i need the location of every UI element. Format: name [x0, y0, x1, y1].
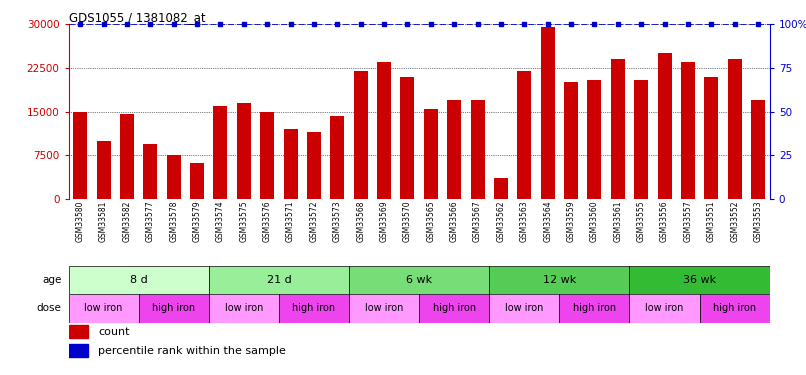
Bar — [419, 294, 489, 322]
Text: 12 wk: 12 wk — [542, 275, 576, 285]
Bar — [209, 266, 349, 294]
Text: high iron: high iron — [573, 303, 616, 313]
Bar — [69, 344, 88, 357]
Bar — [377, 62, 391, 199]
Text: low iron: low iron — [365, 303, 403, 313]
Bar — [139, 294, 209, 322]
Bar — [611, 59, 625, 199]
Bar — [401, 77, 414, 199]
Text: high iron: high iron — [713, 303, 756, 313]
Bar — [588, 80, 601, 199]
Bar — [629, 266, 770, 294]
Bar — [349, 294, 419, 322]
Bar — [69, 325, 88, 338]
Bar — [489, 294, 559, 322]
Text: 36 wk: 36 wk — [683, 275, 717, 285]
Text: GDS1055 / 1381082_at: GDS1055 / 1381082_at — [69, 11, 206, 24]
Bar — [541, 27, 555, 199]
Bar — [681, 62, 695, 199]
Bar — [167, 155, 181, 199]
Bar — [69, 294, 139, 322]
Text: 8 d: 8 d — [130, 275, 147, 285]
Bar — [260, 112, 274, 199]
Text: percentile rank within the sample: percentile rank within the sample — [98, 346, 286, 355]
Text: low iron: low iron — [225, 303, 263, 313]
Bar — [559, 294, 629, 322]
Bar — [69, 266, 209, 294]
Text: low iron: low iron — [646, 303, 683, 313]
Bar — [634, 80, 648, 199]
Bar — [704, 77, 718, 199]
Bar — [658, 54, 671, 199]
Text: 21 d: 21 d — [267, 275, 291, 285]
Bar — [349, 266, 489, 294]
Bar — [279, 294, 349, 322]
Bar — [284, 129, 297, 199]
Bar — [629, 294, 700, 322]
Text: dose: dose — [36, 303, 61, 313]
Text: high iron: high iron — [293, 303, 335, 313]
Bar — [424, 109, 438, 199]
Bar — [471, 100, 484, 199]
Bar — [120, 114, 134, 199]
Bar — [354, 71, 368, 199]
Bar — [330, 116, 344, 199]
Bar — [214, 106, 227, 199]
Bar — [728, 59, 742, 199]
Bar — [143, 144, 157, 199]
Bar — [73, 112, 87, 199]
Text: age: age — [42, 275, 61, 285]
Bar — [307, 132, 321, 199]
Bar — [564, 82, 578, 199]
Text: count: count — [98, 327, 130, 337]
Bar — [190, 163, 204, 199]
Bar — [517, 71, 531, 199]
Text: high iron: high iron — [152, 303, 195, 313]
Bar — [494, 178, 508, 199]
Bar — [209, 294, 279, 322]
Bar — [97, 141, 110, 199]
Text: low iron: low iron — [505, 303, 543, 313]
Bar — [447, 100, 461, 199]
Text: 6 wk: 6 wk — [406, 275, 432, 285]
Bar — [700, 294, 770, 322]
Bar — [751, 100, 765, 199]
Text: high iron: high iron — [433, 303, 476, 313]
Text: low iron: low iron — [85, 303, 123, 313]
Bar — [489, 266, 629, 294]
Bar — [237, 103, 251, 199]
